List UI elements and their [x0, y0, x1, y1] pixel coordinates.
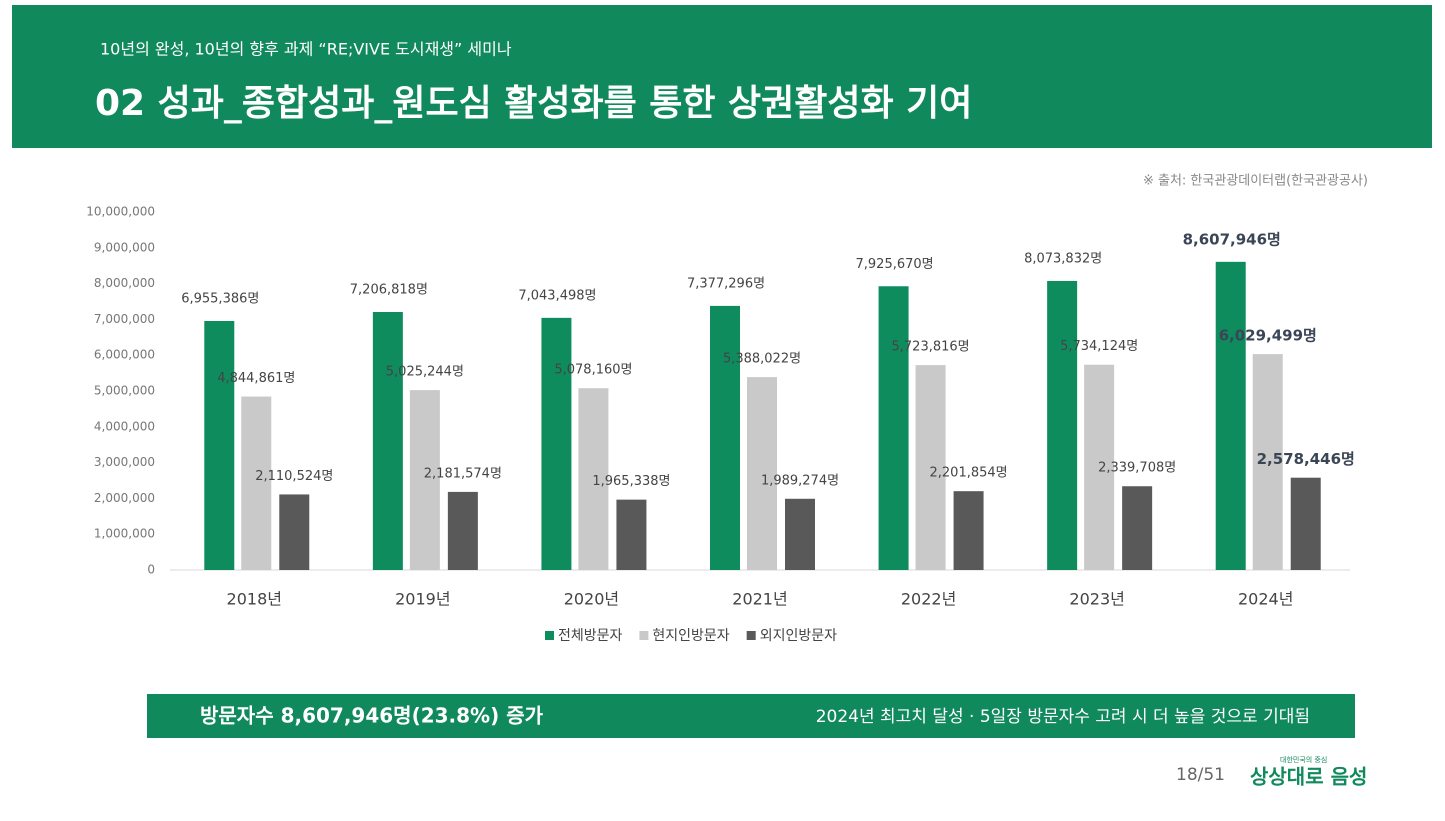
bar	[915, 365, 946, 570]
data-label: 2,201,854명	[930, 466, 1008, 481]
legend-label: 현지인방문자	[652, 628, 729, 644]
data-label: 5,078,160명	[554, 363, 632, 378]
y-tick-label: 7,000,000	[94, 312, 155, 326]
bar	[616, 499, 647, 570]
data-label: 4,844,861명	[217, 371, 295, 386]
page-number: 18/51	[1176, 765, 1225, 785]
y-tick-label: 3,000,000	[94, 455, 155, 469]
header-subtitle: 10년의 완성, 10년의 향후 과제 “RE;VIVE 도시재생” 세미나	[100, 40, 512, 59]
legend-swatch	[545, 631, 554, 640]
bar	[1047, 280, 1078, 570]
legend-swatch	[746, 631, 756, 640]
legend-label: 전체방문자	[558, 628, 623, 644]
data-label: 2,578,446명	[1257, 450, 1355, 468]
y-tick-label: 5,000,000	[94, 384, 155, 398]
bar	[279, 494, 310, 570]
data-label: 2,339,708명	[1098, 461, 1176, 476]
bar	[204, 320, 235, 570]
bar	[710, 305, 740, 570]
banner	[147, 694, 1355, 738]
data-label: 5,388,022명	[723, 352, 801, 367]
data-label: 7,206,818명	[350, 282, 428, 297]
bar	[878, 286, 909, 570]
legend-label: 외지인방문자	[760, 628, 837, 644]
bar	[241, 396, 272, 570]
logo: 상상대로 음성	[1250, 765, 1367, 789]
bar	[953, 491, 984, 570]
data-label: 1,989,274명	[761, 473, 839, 488]
bar	[1290, 477, 1321, 570]
y-tick-label: 6,000,000	[94, 348, 155, 362]
banner-left: 방문자수 8,607,946명(23.8%) 증가	[200, 704, 544, 728]
data-label: 8,607,946명	[1183, 230, 1281, 248]
y-tick-label: 9,000,000	[94, 240, 155, 254]
bar	[447, 491, 478, 570]
bar	[409, 390, 440, 570]
data-label: 7,377,296명	[687, 276, 765, 291]
bar	[1252, 354, 1283, 570]
data-label: 2,181,574명	[424, 466, 502, 481]
bar	[785, 498, 815, 570]
data-label: 7,043,498명	[518, 288, 596, 303]
bar	[1122, 486, 1153, 570]
x-tick-label: 2022년	[901, 590, 956, 609]
y-tick-label: 4,000,000	[94, 419, 155, 433]
bar	[578, 388, 609, 570]
y-tick-label: 1,000,000	[94, 527, 155, 541]
bar	[541, 317, 572, 570]
data-label: 2,110,524명	[255, 469, 333, 484]
x-tick-label: 2024년	[1238, 590, 1293, 609]
data-label: 8,073,832명	[1024, 251, 1102, 266]
legend-swatch	[639, 631, 649, 640]
x-tick-label: 2018년	[227, 590, 282, 609]
bar	[1084, 364, 1115, 570]
y-tick-label: 2,000,000	[94, 491, 155, 505]
data-label: 6,955,386명	[181, 291, 259, 306]
x-tick-label: 2023년	[1069, 590, 1124, 609]
data-label: 5,025,244명	[386, 365, 464, 380]
banner-right: 2024년 최고치 달성 · 5일장 방문자수 고려 시 더 높을 것으로 기대…	[816, 707, 1310, 727]
x-tick-label: 2020년	[564, 590, 619, 609]
bar	[1215, 261, 1246, 570]
data-label: 5,723,816명	[892, 340, 970, 355]
x-tick-label: 2019년	[395, 590, 450, 609]
source: ※ 출처: 한국관광데이터랩(한국관광공사)	[1143, 174, 1368, 189]
y-tick-label: 10,000,000	[86, 205, 155, 219]
x-tick-label: 2021년	[732, 590, 787, 609]
header-title: 02 성과_종합성과_원도심 활성화를 통한 상권활성화 기여	[95, 83, 972, 124]
y-tick-label: 8,000,000	[94, 276, 155, 290]
bar	[372, 311, 403, 570]
data-label: 1,965,338명	[592, 474, 670, 489]
data-label: 5,734,124명	[1060, 339, 1138, 354]
data-label: 7,925,670명	[856, 257, 934, 272]
header-band	[12, 5, 1432, 148]
data-label: 6,029,499명	[1219, 327, 1317, 345]
bar	[747, 377, 777, 570]
y-tick-label: 0	[147, 563, 155, 577]
logo-small: 대한민국의 중심	[1280, 755, 1327, 764]
